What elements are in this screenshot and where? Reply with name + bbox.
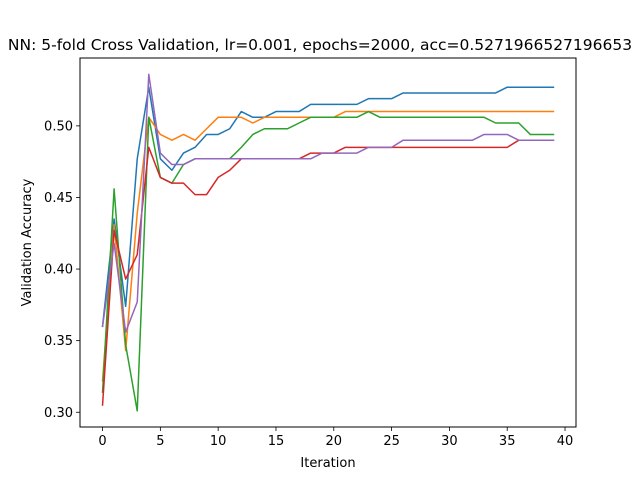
series-line-3 [101,110,555,412]
y-tick-label: 0.50 [44,119,73,134]
y-axis-label: Validation Accuracy [20,178,35,306]
x-axis-ticks: 0 5 10 15 20 25 30 35 40 [98,427,573,449]
x-tick-label: 35 [499,434,516,449]
x-tick-label: 30 [441,434,458,449]
chart-title: NN: 5-fold Cross Validation, lr=0.001, e… [8,36,632,54]
x-tick-label: 15 [268,434,285,449]
plot-lines [101,73,555,412]
x-tick-label: 0 [98,434,106,449]
y-tick-label: 0.30 [44,406,73,421]
y-tick-label: 0.35 [44,334,73,349]
x-tick-label: 10 [210,434,227,449]
y-tick-label: 0.45 [44,191,73,206]
x-axis-label: Iteration [300,456,355,471]
y-axis-ticks: 0.30 0.35 0.40 0.45 0.50 [44,119,80,421]
x-tick-label: 5 [156,434,164,449]
x-tick-label: 25 [383,434,400,449]
plot-area-frame [79,57,577,428]
series-line-1 [101,86,555,328]
series-line-5 [101,73,555,333]
x-tick-label: 20 [326,434,343,449]
y-tick-label: 0.40 [44,263,73,278]
x-tick-label: 40 [557,434,574,449]
